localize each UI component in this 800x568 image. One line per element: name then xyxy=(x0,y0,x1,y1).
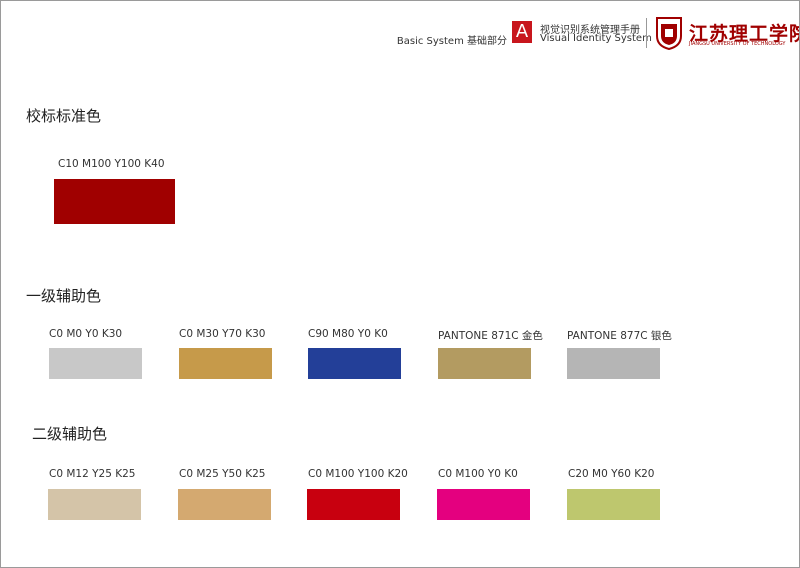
section-title: 二级辅助色 xyxy=(32,425,108,443)
color-swatch xyxy=(438,348,531,379)
divider xyxy=(646,18,647,48)
header-section: Basic System 基础部分 xyxy=(396,36,507,47)
swatch-label: C0 M100 Y100 K20 xyxy=(308,468,408,480)
color-swatch xyxy=(567,348,660,379)
color-swatch xyxy=(49,348,142,379)
color-swatch xyxy=(567,489,660,520)
badge: A xyxy=(512,21,532,43)
swatch-label: C0 M25 Y50 K25 xyxy=(179,468,266,480)
color-swatch xyxy=(54,179,175,224)
swatch-label: C90 M80 Y0 K0 xyxy=(308,328,388,340)
swatch-label: C0 M100 Y0 K0 xyxy=(438,468,518,480)
swatch-label: C10 M100 Y100 K40 xyxy=(58,158,165,170)
color-swatch xyxy=(178,489,271,520)
manual-cn: 视觉识别系统管理手册 xyxy=(540,25,640,36)
logo xyxy=(656,17,682,50)
swatch-label: C0 M30 Y70 K30 xyxy=(179,328,266,340)
manual-en: Visual Identity System xyxy=(540,33,652,44)
swatch-label: PANTONE 877C 银色 xyxy=(567,330,672,342)
color-swatch xyxy=(307,489,400,520)
swatch-label: C0 M12 Y25 K25 xyxy=(49,468,136,480)
section-title: 校标标准色 xyxy=(26,107,102,125)
color-swatch xyxy=(308,348,401,379)
swatch-label: C20 M0 Y60 K20 xyxy=(568,468,655,480)
color-swatch xyxy=(48,489,141,520)
color-swatch xyxy=(437,489,530,520)
school-en: JIANGSU UNIVERSITY OF TECHNOLOGY xyxy=(689,41,786,47)
school-cn: 江苏理工学院 xyxy=(689,23,800,45)
section-title: 一级辅助色 xyxy=(26,287,102,305)
swatch-label: PANTONE 871C 金色 xyxy=(438,330,543,342)
swatch-label: C0 M0 Y0 K30 xyxy=(49,328,123,340)
color-swatch xyxy=(179,348,272,379)
